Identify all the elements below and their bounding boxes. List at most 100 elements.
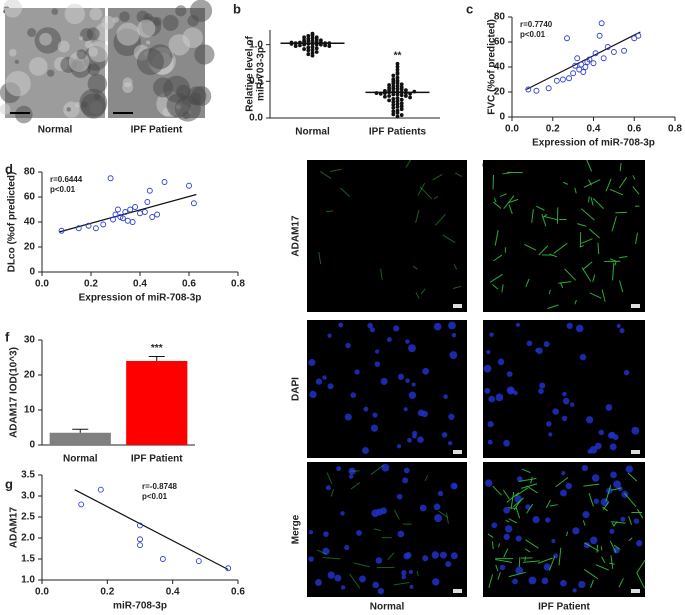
- fiber: [508, 198, 519, 204]
- fiber: [525, 278, 530, 287]
- dot: [399, 107, 404, 112]
- fiber: [583, 179, 601, 188]
- dot: [391, 102, 396, 107]
- point: [631, 35, 638, 42]
- nucleus: [512, 578, 518, 585]
- dot: [306, 39, 311, 43]
- nucleus: [315, 378, 323, 385]
- y-tick-label: 3.0: [21, 491, 35, 502]
- nucleus: [532, 515, 540, 524]
- micrograph-texture: [101, 15, 115, 30]
- point: [124, 217, 131, 224]
- fiber: [526, 503, 534, 514]
- nucleus: [560, 579, 567, 587]
- y-tick-label: 2.5: [21, 512, 35, 523]
- micrograph-texture: [175, 5, 187, 17]
- micrograph-texture: [51, 8, 59, 15]
- panel-label: c: [466, 1, 473, 16]
- fiber: [350, 482, 361, 490]
- nucleus: [598, 429, 605, 436]
- fiber: [597, 242, 600, 255]
- nucleus: [491, 522, 498, 529]
- y-tick-label: 10: [24, 405, 36, 416]
- point: [137, 210, 143, 217]
- y-axis-label: FVC (%of predicted): [487, 19, 498, 115]
- dot: [310, 47, 315, 52]
- micrograph-texture: [88, 46, 99, 57]
- fiber: [586, 159, 593, 172]
- dot: [399, 101, 404, 106]
- point: [122, 209, 129, 215]
- error-bar: [148, 355, 165, 361]
- nucleus: [593, 498, 600, 504]
- scale-bar: [453, 304, 462, 308]
- dot: [391, 97, 396, 101]
- fiber: [549, 504, 558, 507]
- nucleus: [515, 566, 524, 575]
- nucleus: [367, 322, 373, 329]
- x-tick-label: 0.4: [166, 587, 180, 598]
- nucleus: [538, 388, 544, 395]
- nucleus: [308, 530, 314, 535]
- fiber: [497, 572, 501, 580]
- nucleus: [449, 351, 458, 359]
- nucleus: [397, 373, 405, 380]
- fiber: [424, 475, 429, 481]
- micrograph-texture: [163, 75, 191, 103]
- micrograph-texture: [3, 0, 23, 18]
- dot: [395, 114, 400, 119]
- nucleus: [582, 511, 590, 519]
- nucleus: [417, 436, 424, 444]
- error-bar: [72, 428, 89, 433]
- micrograph-texture: [76, 49, 87, 60]
- nucleus: [551, 538, 556, 543]
- nucleus: [605, 404, 613, 411]
- nucleus: [609, 443, 617, 451]
- dot: [387, 94, 391, 98]
- point: [85, 222, 92, 229]
- fiber: [583, 569, 599, 580]
- fiber: [609, 540, 617, 553]
- nucleus: [545, 517, 551, 523]
- nucleus: [562, 397, 570, 405]
- fiber: [510, 491, 515, 510]
- nucleus: [561, 471, 566, 476]
- point: [186, 182, 192, 189]
- nucleus: [570, 402, 575, 407]
- dot: [391, 105, 396, 110]
- nucleus: [344, 413, 352, 421]
- nucleus: [432, 578, 440, 586]
- micrograph-texture: [189, 92, 202, 105]
- fiber: [515, 506, 521, 519]
- fiber: [445, 512, 449, 524]
- fiber: [545, 499, 551, 509]
- fiber: [433, 195, 439, 200]
- micrograph-texture: [47, 69, 55, 77]
- nucleus: [408, 391, 417, 399]
- point: [621, 47, 628, 54]
- micrograph-texture: [0, 103, 11, 115]
- y-tick-label: 0.0: [249, 113, 263, 124]
- fiber: [373, 528, 382, 532]
- point: [110, 216, 117, 223]
- nucleus: [402, 477, 409, 484]
- fiber: [635, 232, 638, 244]
- x-tick-label: 0.0: [505, 124, 519, 135]
- annotation: r=-0.8748: [142, 482, 177, 491]
- dot: [404, 88, 408, 93]
- point: [127, 206, 134, 213]
- bar: [49, 432, 111, 445]
- x-tick-label: 0.4: [133, 279, 147, 290]
- point: [114, 206, 121, 213]
- nucleus: [397, 530, 405, 538]
- point: [566, 75, 572, 82]
- fiber: [330, 168, 342, 172]
- point: [525, 86, 532, 93]
- fiber: [564, 268, 577, 281]
- micrograph-texture: [187, 15, 199, 27]
- point: [590, 60, 597, 67]
- fiber: [438, 510, 449, 518]
- point: [578, 61, 585, 68]
- point: [58, 227, 65, 234]
- dot: [399, 87, 404, 92]
